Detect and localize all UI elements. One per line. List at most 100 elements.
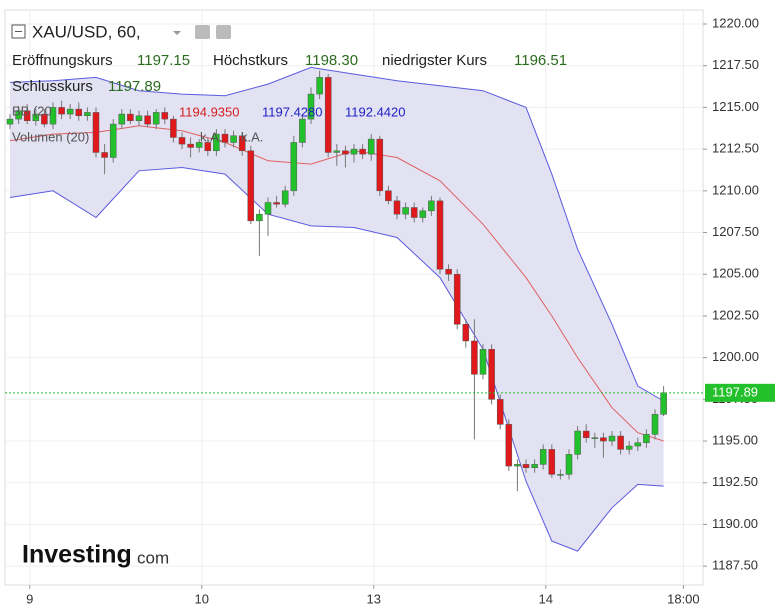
candle-body bbox=[307, 93, 315, 120]
last-price-label: 1197.89 bbox=[712, 384, 758, 399]
y-tick-label: 1195.00 bbox=[712, 432, 758, 447]
candle-body bbox=[324, 77, 332, 153]
y-tick-label: 1192.50 bbox=[712, 474, 758, 489]
candle-body bbox=[591, 437, 599, 439]
candle-body bbox=[92, 112, 100, 153]
y-tick-label: 1215.00 bbox=[712, 99, 759, 114]
candle-body bbox=[548, 449, 556, 475]
close-value: 1197.89 bbox=[108, 78, 161, 95]
x-tick-label: 18:00 bbox=[667, 591, 700, 606]
candle-body bbox=[402, 207, 409, 215]
volume-label: Volumen (20) bbox=[12, 129, 89, 144]
candle-body bbox=[574, 430, 581, 455]
candle-body bbox=[350, 148, 358, 155]
candle-body bbox=[376, 138, 384, 192]
candle-body bbox=[66, 108, 74, 115]
logo-main: Investing bbox=[22, 541, 132, 569]
candle-body bbox=[58, 107, 65, 115]
candle-body bbox=[15, 110, 22, 120]
x-tick-label: 9 bbox=[26, 591, 33, 606]
bb-label: BB (20 bbox=[12, 103, 52, 118]
candle-body bbox=[41, 113, 48, 125]
band-fill bbox=[10, 67, 664, 552]
open-label: Eröffnungskurs bbox=[12, 52, 113, 69]
candle-body bbox=[608, 435, 616, 442]
candle-body bbox=[539, 449, 547, 465]
candle-body bbox=[101, 152, 108, 158]
candle-body bbox=[634, 442, 642, 447]
legend-header: XAU/USD, 60, Eröffnungskurs 1197.15 Höch… bbox=[11, 22, 567, 144]
candle-body bbox=[32, 113, 40, 122]
candle-body bbox=[419, 210, 427, 218]
bb-middle: 1194.9350 bbox=[179, 104, 240, 119]
candle-body bbox=[410, 207, 418, 218]
eye-icon[interactable] bbox=[195, 25, 210, 39]
symbol: XAU/USD, 60, bbox=[32, 22, 141, 41]
last-price-box bbox=[705, 383, 775, 402]
y-tick-label: 1202.50 bbox=[712, 307, 759, 322]
candle-body bbox=[393, 200, 401, 215]
candle-body bbox=[144, 115, 151, 125]
candle-body bbox=[462, 324, 470, 342]
candle-body bbox=[152, 112, 160, 125]
candle-body bbox=[230, 135, 237, 143]
y-tick-label: 1207.50 bbox=[712, 224, 759, 239]
candle-body bbox=[273, 202, 280, 205]
bb-lower: 1192.4420 bbox=[345, 104, 406, 119]
candle-body bbox=[479, 349, 487, 375]
candle-body bbox=[445, 268, 452, 275]
candle-body bbox=[514, 464, 521, 467]
candle-body bbox=[161, 112, 169, 120]
candle-body bbox=[617, 435, 624, 450]
axes: 1187.501190.001192.501195.001197.501200.… bbox=[5, 15, 775, 606]
candle-body bbox=[505, 424, 513, 467]
candle-body bbox=[256, 213, 263, 222]
candle-body bbox=[221, 133, 229, 143]
candle-body bbox=[281, 190, 289, 205]
y-tick-label: 1200.00 bbox=[712, 349, 759, 364]
candle-body bbox=[238, 135, 246, 152]
volume-value-1: k.A. bbox=[200, 129, 222, 144]
candle-body bbox=[6, 118, 14, 125]
candle-body bbox=[75, 108, 83, 117]
candle-body bbox=[453, 273, 461, 325]
candle-body bbox=[643, 434, 650, 443]
open-value: 1197.15 bbox=[137, 52, 190, 69]
y-tick-label: 1217.50 bbox=[712, 57, 759, 72]
x-tick-label: 14 bbox=[539, 591, 553, 606]
candle-body bbox=[488, 349, 495, 400]
candle-body bbox=[385, 190, 392, 202]
candle-body bbox=[359, 148, 366, 155]
settings-icon[interactable] bbox=[216, 25, 231, 39]
candle-body bbox=[118, 113, 126, 125]
candle-body bbox=[195, 142, 203, 148]
low-label: niedrigster Kurs bbox=[382, 52, 487, 69]
candle-body bbox=[471, 340, 478, 375]
candle-body bbox=[204, 142, 212, 152]
x-tick-label: 10 bbox=[195, 591, 209, 606]
y-tick-label: 1190.00 bbox=[712, 516, 758, 531]
bollinger-lower bbox=[9, 166, 664, 552]
dropdown-arrow[interactable] bbox=[173, 31, 181, 35]
candle-body bbox=[582, 430, 590, 438]
candle-body bbox=[333, 150, 341, 153]
close-label: Schlusskurs bbox=[12, 78, 93, 95]
candle-body bbox=[557, 474, 564, 476]
high-label: Höchstkurs bbox=[213, 52, 288, 69]
bb-upper: 1197.4280 bbox=[262, 104, 323, 119]
candle-body bbox=[178, 137, 186, 145]
candle-body bbox=[170, 118, 177, 138]
candles bbox=[6, 70, 667, 492]
bollinger-bands bbox=[9, 66, 664, 552]
candle-body bbox=[651, 414, 659, 435]
candle-body bbox=[660, 392, 667, 415]
candle-body bbox=[531, 464, 538, 468]
bollinger-middle bbox=[9, 125, 664, 442]
high-value: 1198.30 bbox=[305, 52, 358, 69]
candle-body bbox=[316, 77, 323, 95]
candle-body bbox=[49, 107, 57, 125]
candle-body bbox=[342, 150, 349, 155]
logo-suffix: com bbox=[137, 548, 169, 567]
candle-body bbox=[367, 138, 375, 155]
